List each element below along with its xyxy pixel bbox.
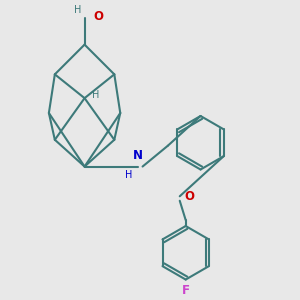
Text: H: H: [125, 169, 133, 179]
Text: O: O: [184, 190, 194, 203]
Text: H: H: [74, 5, 82, 15]
Text: O: O: [93, 10, 103, 23]
Text: N: N: [133, 149, 143, 162]
Text: F: F: [182, 284, 190, 297]
Text: H: H: [92, 90, 99, 100]
